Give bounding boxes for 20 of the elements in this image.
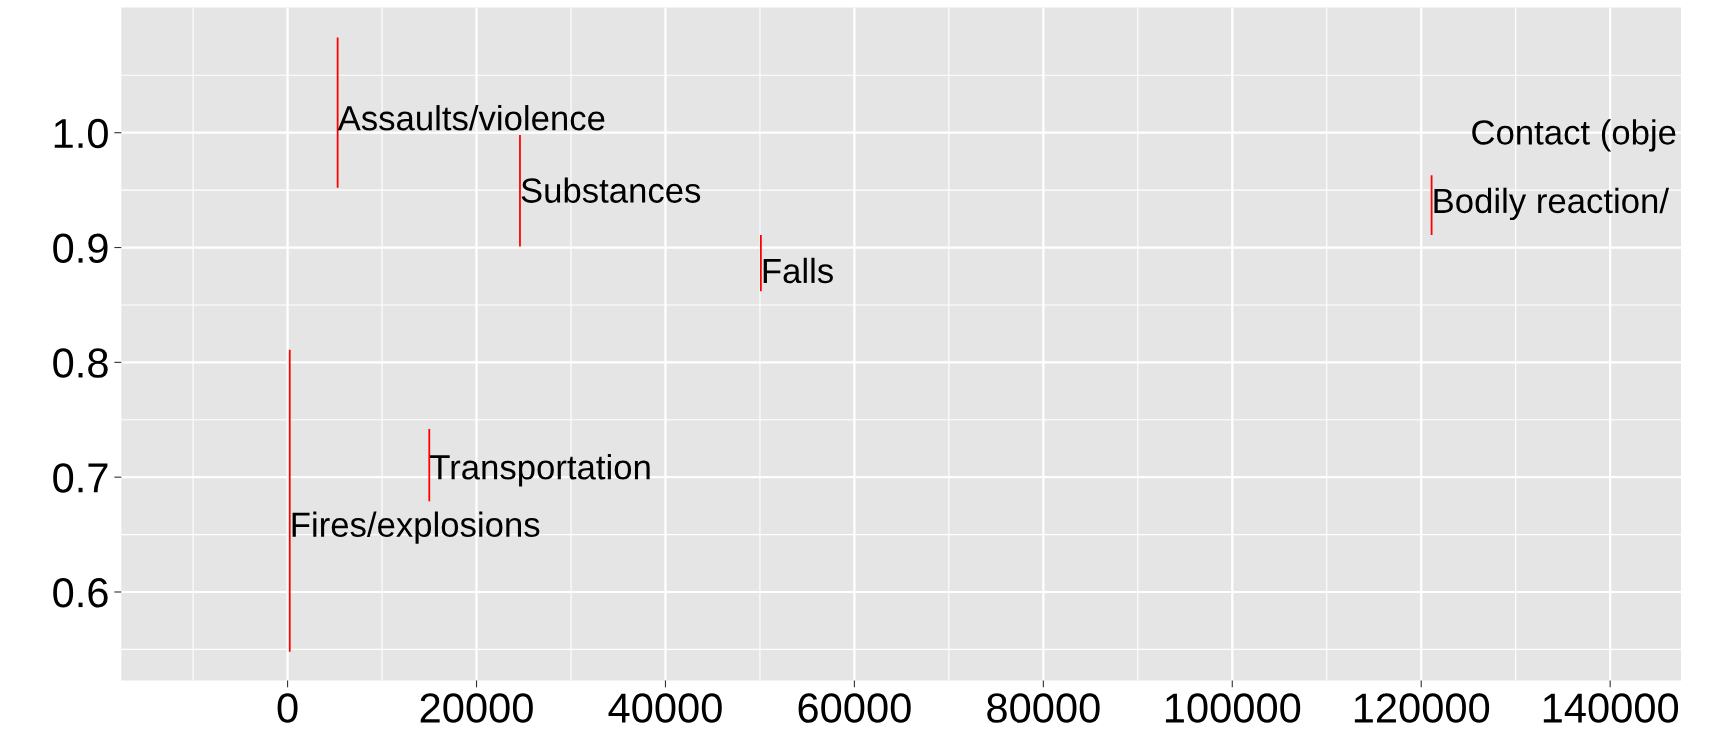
y-tick-label: 0.9	[53, 233, 108, 264]
x-tick-label: 20000	[420, 693, 533, 723]
annotation: Fires/explosions	[292, 511, 540, 544]
annotation: Assaults/violence	[337, 105, 605, 131]
y-tick-label: 0.6	[53, 577, 108, 608]
x-tick-label: 80000	[987, 693, 1100, 723]
annotation: Contact (obje	[1472, 119, 1676, 152]
x-tick-label: 40000	[608, 693, 722, 723]
x-tick-label: 0	[277, 693, 298, 723]
x-tick-label: 120000	[1354, 693, 1490, 723]
x-tick-label: 140000	[1543, 693, 1679, 723]
annotation: Bodily reaction/	[1434, 187, 1669, 221]
y-tick-label: 0.7	[53, 463, 108, 493]
annotation: Substances	[521, 177, 701, 203]
annotation: Falls	[763, 257, 833, 284]
x-tick-label: 60000	[798, 693, 911, 723]
x-tick-label: 100000	[1165, 693, 1301, 723]
annotation: Transportation	[430, 454, 650, 487]
y-tick-label: 1.0	[54, 118, 108, 149]
y-tick-label: 0.8	[53, 348, 108, 378]
